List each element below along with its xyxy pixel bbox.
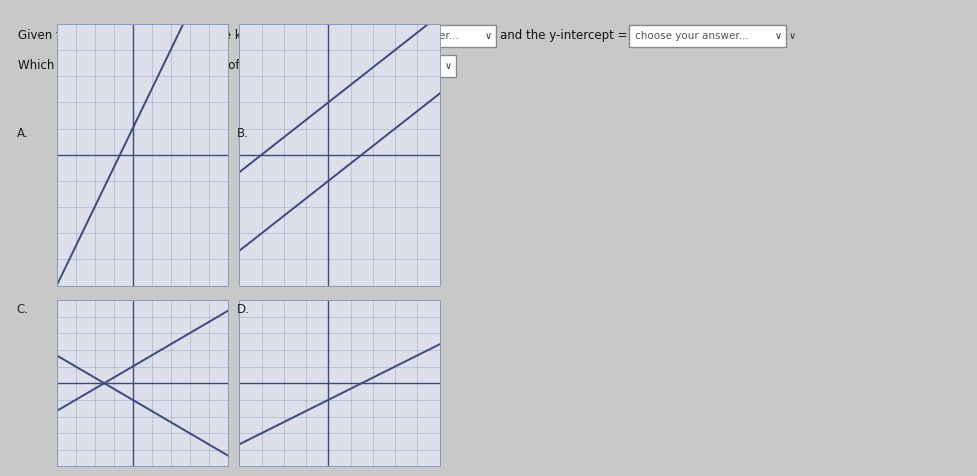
FancyBboxPatch shape bbox=[339, 25, 496, 47]
Text: Given the equation y = 2/3x + 1 we know that the slope =: Given the equation y = 2/3x + 1 we know … bbox=[18, 30, 365, 42]
Text: ∨: ∨ bbox=[789, 31, 796, 41]
Text: and the y-intercept =: and the y-intercept = bbox=[500, 30, 627, 42]
Text: ∨: ∨ bbox=[485, 31, 492, 41]
Text: B.: B. bbox=[236, 127, 248, 140]
Text: A.: A. bbox=[17, 127, 28, 140]
Text: C.: C. bbox=[17, 303, 28, 316]
FancyBboxPatch shape bbox=[629, 25, 786, 47]
Text: choose your answer...: choose your answer... bbox=[635, 31, 749, 41]
Text: choose your answer...: choose your answer... bbox=[345, 31, 459, 41]
FancyBboxPatch shape bbox=[309, 55, 456, 77]
Text: D.: D. bbox=[236, 303, 249, 316]
Text: ∨: ∨ bbox=[445, 61, 452, 71]
Text: ∨: ∨ bbox=[775, 31, 783, 41]
Text: choose your answer...: choose your answer... bbox=[315, 61, 429, 71]
Text: Which of the following is the graph of y = 2/3x - 1?: Which of the following is the graph of y… bbox=[18, 60, 319, 72]
